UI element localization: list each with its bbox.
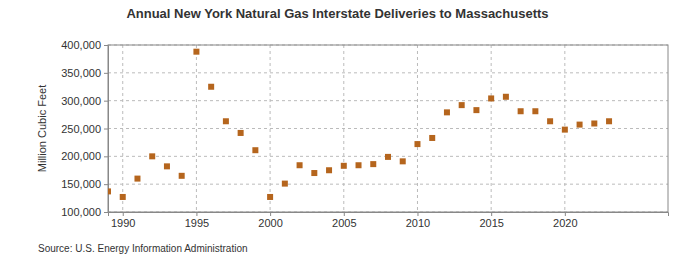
grid-line <box>270 45 271 212</box>
tick-label: 400,000 <box>61 39 101 51</box>
tick-mark <box>104 156 108 157</box>
point <box>193 49 199 55</box>
y-axis-title: Million Cubic Feet <box>36 85 48 172</box>
point <box>591 120 597 126</box>
point <box>311 170 317 176</box>
grid-line <box>491 45 492 212</box>
point <box>414 141 420 147</box>
point <box>577 122 583 128</box>
grid <box>108 45 668 212</box>
tick: 200,000 <box>61 150 108 162</box>
tick-label: 350,000 <box>61 67 101 79</box>
points <box>108 49 612 200</box>
point <box>238 130 244 136</box>
tick-mark <box>123 212 124 216</box>
tick: 2015 <box>479 212 503 229</box>
tick-mark <box>196 212 197 216</box>
tick-label: 200,000 <box>61 150 101 162</box>
point <box>562 127 568 133</box>
grid-line <box>417 45 418 212</box>
point <box>179 173 185 179</box>
tick-mark <box>565 212 566 216</box>
tick: 2005 <box>332 212 356 229</box>
tick: 400,000 <box>61 39 108 51</box>
point <box>606 118 612 124</box>
tick-mark <box>104 212 108 213</box>
tick: 350,000 <box>61 67 108 79</box>
tick-label: 1990 <box>111 217 135 229</box>
y-axis: 100,000 150,000 200,000 250,000 300,000 350,0… <box>61 39 108 218</box>
point <box>547 118 553 124</box>
tick: 1995 <box>185 212 209 229</box>
point <box>297 162 303 168</box>
point <box>120 194 126 200</box>
tick: 2010 <box>406 212 430 229</box>
point <box>444 109 450 115</box>
grid-line <box>196 45 197 212</box>
axis-line <box>109 213 669 217</box>
tick-label: 250,000 <box>61 123 101 135</box>
point <box>488 95 494 101</box>
point <box>518 108 524 114</box>
tick-mark <box>104 184 108 185</box>
tick-label: 100,000 <box>61 206 101 218</box>
point <box>356 162 362 168</box>
tick-mark <box>104 45 108 46</box>
tick-label: 150,000 <box>61 178 101 190</box>
tick-mark <box>104 73 108 74</box>
point <box>532 108 538 114</box>
tick: 250,000 <box>61 123 108 135</box>
tick: 1990 <box>111 212 135 229</box>
x-axis: 1990 1995 2000 2005 2010 2015 2020 <box>109 212 669 229</box>
point <box>385 154 391 160</box>
tick: 300,000 <box>61 95 108 107</box>
point <box>503 94 509 100</box>
tick-mark <box>270 212 271 216</box>
tick-mark <box>491 212 492 216</box>
tick-label: 2015 <box>479 217 503 229</box>
title: Annual New York Natural Gas Interstate D… <box>126 6 548 21</box>
tick: 2000 <box>258 212 282 229</box>
source: Source: U.S. Energy Information Administ… <box>38 243 248 254</box>
point <box>108 188 111 194</box>
point <box>134 176 140 182</box>
tick-label: 300,000 <box>61 95 101 107</box>
point <box>223 118 229 124</box>
tick-label: 1995 <box>185 217 209 229</box>
tick: 2020 <box>553 212 577 229</box>
tick-label: 2000 <box>258 217 282 229</box>
tick-mark <box>417 212 418 216</box>
plot: 1990 1995 2000 2005 2010 2015 2020 100,000 150,0… <box>61 39 668 229</box>
grid-line <box>108 72 668 73</box>
tick-label: 2010 <box>406 217 430 229</box>
grid-line <box>108 128 668 129</box>
grid-line <box>343 45 344 212</box>
tick-label: 2005 <box>332 217 356 229</box>
tick-mark <box>344 212 345 216</box>
point <box>282 181 288 187</box>
point <box>267 194 273 200</box>
tick-label: 2020 <box>553 217 577 229</box>
point <box>341 163 347 169</box>
tick-mark <box>104 101 108 102</box>
point <box>459 102 465 108</box>
point <box>429 135 435 141</box>
point <box>252 147 258 153</box>
point <box>473 107 479 113</box>
point <box>370 161 376 167</box>
tick: 150,000 <box>61 178 108 190</box>
plot-frame <box>108 45 668 212</box>
point <box>149 153 155 159</box>
grid-line <box>122 45 123 212</box>
tick-mark <box>104 129 108 130</box>
point <box>400 158 406 164</box>
point <box>164 163 170 169</box>
point <box>208 84 214 90</box>
point <box>326 167 332 173</box>
chart: 1990 1995 2000 2005 2010 2015 2020 100,000 150,0… <box>0 0 675 275</box>
grid-line <box>108 184 668 185</box>
tick: 100,000 <box>61 206 108 218</box>
grid-line <box>108 100 668 101</box>
